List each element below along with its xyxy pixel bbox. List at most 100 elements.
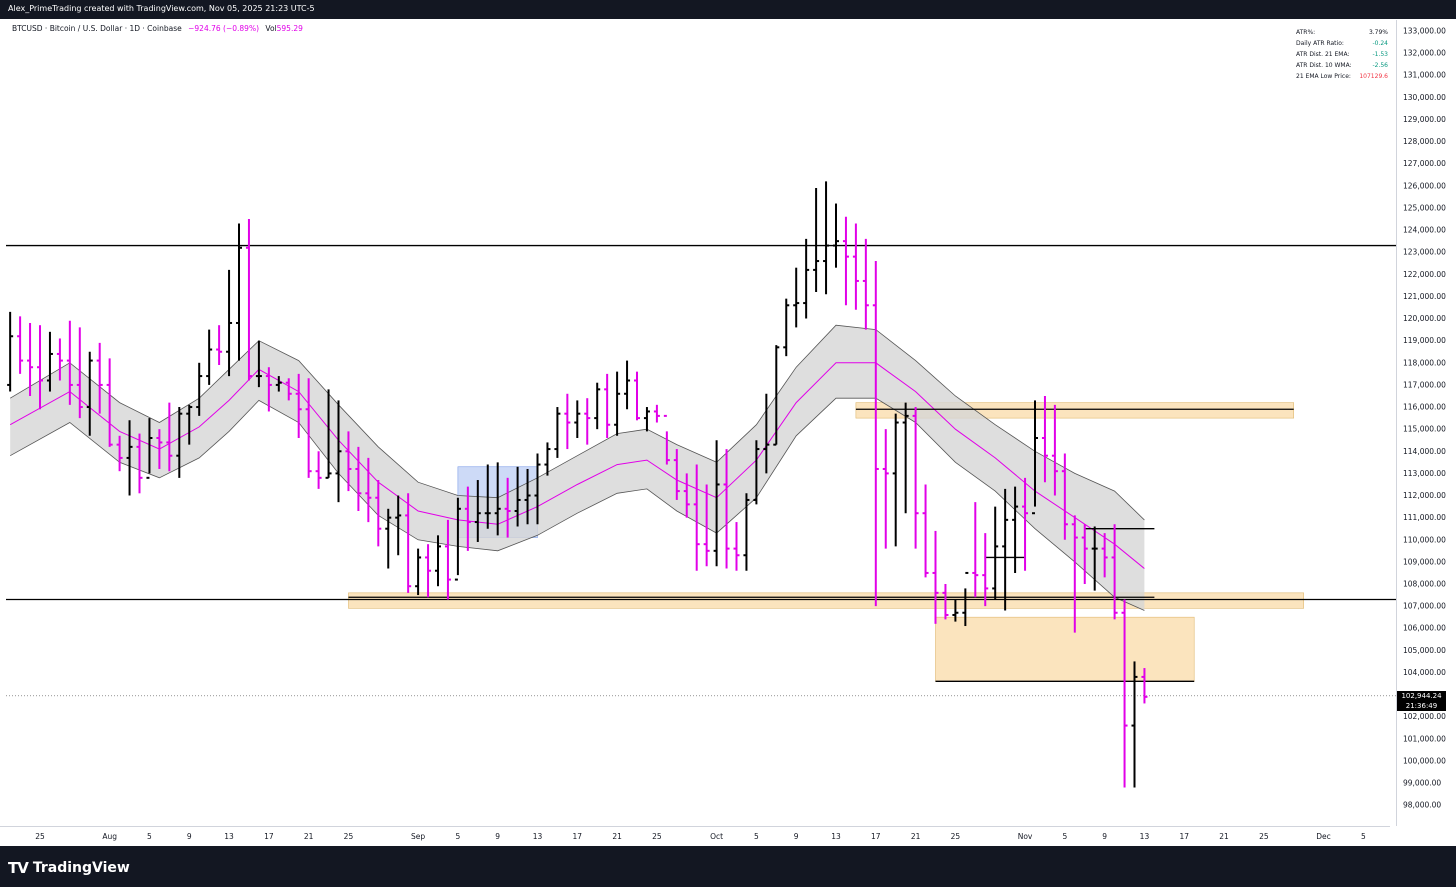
time-axis[interactable]: 25 Aug 5 9 13 17 21 25 Sep 5 9 13 17 21 25 Oct 5 9 13 17 21 2… <box>0 826 1390 846</box>
ohlc-bar <box>872 261 879 607</box>
price-change: −924.76 (−0.89%) <box>188 24 259 33</box>
ohlc-bar <box>544 442 551 476</box>
price-tick-label: 106,000.00 <box>1403 624 1446 633</box>
ohlc-bar <box>693 464 700 571</box>
chart-plot[interactable] <box>6 20 1396 826</box>
price-tick-label: 127,000.00 <box>1403 159 1446 168</box>
ohlc-bar <box>196 362 203 416</box>
ohlc-bar <box>1071 515 1078 633</box>
price-tick-label: 123,000.00 <box>1403 248 1446 257</box>
volume-label: Vol <box>265 24 277 33</box>
price-tick-label: 115,000.00 <box>1403 425 1446 434</box>
price-tick-label: 112,000.00 <box>1403 491 1446 500</box>
price-tick-label: 105,000.00 <box>1403 646 1446 655</box>
ohlc-bar <box>265 367 272 412</box>
ohlc-bar <box>1091 526 1098 591</box>
price-tick-label: 126,000.00 <box>1403 181 1446 190</box>
ohlc-bar <box>892 413 899 547</box>
ohlc-bar <box>564 393 571 450</box>
price-tick-label: 130,000.00 <box>1403 93 1446 102</box>
stat-row: Daily ATR Ratio: -0.24 <box>1296 38 1388 49</box>
time-tick-label: 9 <box>495 832 500 841</box>
price-tick-label: 101,000.00 <box>1403 734 1446 743</box>
ohlc-bar <box>315 451 322 489</box>
time-tick-label: 5 <box>147 832 152 841</box>
price-tick-label: 100,000.00 <box>1403 756 1446 765</box>
ohlc-bar <box>275 376 282 392</box>
ohlc-bar <box>972 502 979 598</box>
ohlc-bar <box>1121 599 1128 788</box>
symbol-title: BTCUSD · Bitcoin / U.S. Dollar · 1D · Co… <box>12 24 182 33</box>
time-tick-label: 5 <box>1062 832 1067 841</box>
ohlc-bar <box>415 548 422 596</box>
ohlc-bar <box>345 431 352 492</box>
ohlc-bar <box>385 508 392 569</box>
stat-label: 21 EMA Low Price: <box>1296 73 1351 80</box>
time-tick-label: 13 <box>1140 832 1150 841</box>
ohlc-bar <box>1101 533 1108 578</box>
time-tick-label: 17 <box>573 832 583 841</box>
price-tick-label: 104,000.00 <box>1403 668 1446 677</box>
ohlc-bar <box>136 433 143 494</box>
footer-bar <box>0 846 1456 887</box>
ohlc-bar <box>823 181 830 295</box>
tradingview-logo-icon: TV <box>8 859 29 877</box>
price-tick-label: 111,000.00 <box>1403 513 1446 522</box>
header-credit: Alex_PrimeTrading created with TradingVi… <box>8 4 315 13</box>
supply-demand-zone <box>935 616 1195 682</box>
tradingview-brand[interactable]: TV TradingView <box>8 859 130 877</box>
price-tick-label: 116,000.00 <box>1403 403 1446 412</box>
time-tick-label: 21 <box>1219 832 1229 841</box>
stat-row: ATR%: 3.79% <box>1296 27 1388 38</box>
current-price-value: 102,944.24 <box>1401 692 1442 700</box>
ohlc-bar <box>146 418 153 479</box>
price-tick-label: 109,000.00 <box>1403 557 1446 566</box>
ohlc-bar <box>1061 453 1068 540</box>
time-tick-label: Aug <box>102 832 117 841</box>
time-tick-label: 13 <box>831 832 841 841</box>
header-bar: Alex_PrimeTrading created with TradingVi… <box>0 0 1456 19</box>
time-tick-label: 5 <box>754 832 759 841</box>
ohlc-bar <box>643 407 650 432</box>
ohlc-bar <box>216 325 223 366</box>
time-tick-label: 25 <box>1259 832 1269 841</box>
ohlc-bar <box>325 389 332 479</box>
price-tick-label: 113,000.00 <box>1403 469 1446 478</box>
price-tick-label: 124,000.00 <box>1403 226 1446 235</box>
ohlc-bar <box>454 497 461 581</box>
ohlc-bar <box>942 584 949 620</box>
ohlc-bar <box>176 407 183 478</box>
ohlc-bar <box>1002 488 1009 611</box>
ohlc-bar <box>833 203 839 268</box>
stat-value: -2.56 <box>1372 62 1388 69</box>
ohlc-bar <box>534 453 541 525</box>
ohlc-bar <box>245 219 252 381</box>
time-tick-label: 21 <box>612 832 622 841</box>
ohlc-bar <box>673 449 680 500</box>
ohlc-bar <box>56 338 63 381</box>
stat-row: ATR Dist. 10 WMA: -2.56 <box>1296 60 1388 71</box>
ohlc-bar <box>395 495 402 556</box>
price-tick-label: 110,000.00 <box>1403 535 1446 544</box>
stat-row: ATR Dist. 21 EMA: -1.53 <box>1296 49 1388 60</box>
time-tick-label: 17 <box>871 832 881 841</box>
price-tick-label: 107,000.00 <box>1403 602 1446 611</box>
ohlc-bar <box>703 484 710 567</box>
price-tick-label: 108,000.00 <box>1403 580 1446 589</box>
ohlc-bar <box>186 404 193 445</box>
ohlc-bar <box>1051 404 1058 496</box>
ohlc-bar <box>335 400 342 503</box>
current-price-tag: 102,944.24 21:36:49 <box>1397 691 1446 711</box>
bar-countdown: 21:36:49 <box>1405 701 1438 710</box>
price-tick-label: 121,000.00 <box>1403 292 1446 301</box>
ohlc-bar <box>1012 486 1019 573</box>
ohlc-bar <box>236 223 242 361</box>
band-upper-line <box>9 324 1145 521</box>
stat-value: 3.79% <box>1368 29 1388 36</box>
ohlc-bar <box>524 468 531 525</box>
time-tick-label: 5 <box>456 832 461 841</box>
ohlc-bar <box>206 329 213 385</box>
time-tick-label: 21 <box>911 832 921 841</box>
price-tick-label: 99,000.00 <box>1403 779 1441 788</box>
ohlc-bar <box>355 446 362 512</box>
